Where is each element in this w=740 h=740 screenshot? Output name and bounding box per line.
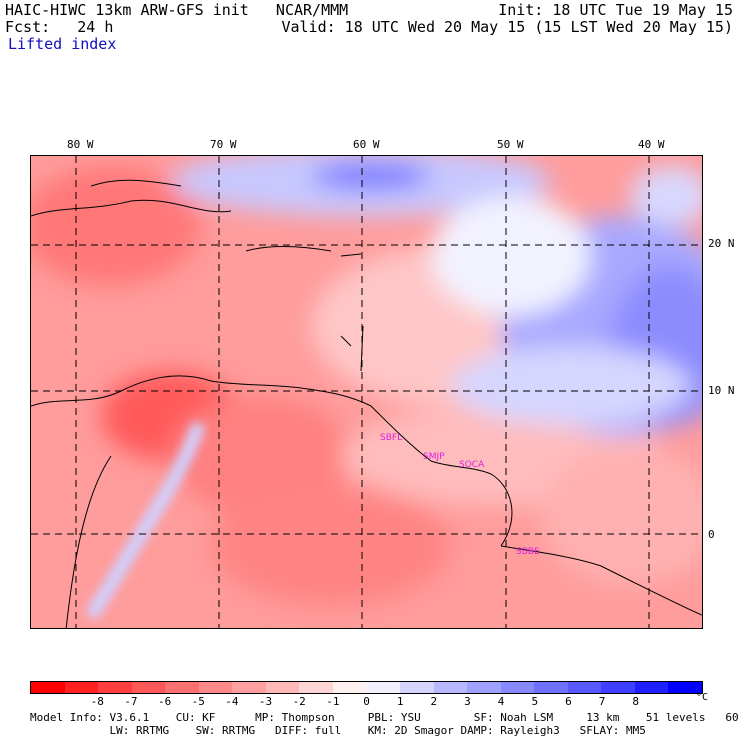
colorbar-label: 2	[430, 695, 438, 708]
colorbar-label: -6	[157, 695, 172, 708]
colorbar-swatch-10	[366, 682, 401, 693]
colorbar-label: 8	[632, 695, 639, 708]
colorbar-swatch-3	[131, 682, 166, 693]
lon-tick-70w: 70 W	[210, 138, 237, 151]
colorbar-swatch-9	[332, 682, 367, 693]
colorbar-swatch-0	[31, 682, 65, 693]
lon-tick-50w: 50 W	[497, 138, 524, 151]
colorbar-label: -7	[124, 695, 138, 708]
lon-tick-40w: 40 W	[638, 138, 665, 151]
colorbar-swatch-2	[98, 682, 132, 693]
colorbar-label: -3	[258, 695, 273, 708]
colorbar-swatch-1	[64, 682, 99, 693]
map-canvas	[31, 156, 702, 628]
model-title: HAIC-HIWC 13km ARW-GFS init NCAR/MMM	[5, 1, 349, 19]
colorbar-label: 1	[396, 695, 404, 708]
lat-tick-10n: 10 N	[708, 384, 735, 397]
colorbar-swatch-7	[265, 682, 300, 693]
colorbar-swatch-14	[500, 682, 535, 693]
colorbar-swatch-4	[165, 682, 199, 693]
colorbar-unit: °C	[696, 692, 709, 703]
colorbar-swatch-5	[198, 682, 233, 693]
station-label-sbfl: SBFL	[380, 433, 403, 443]
colorbar-swatch-8	[299, 682, 333, 693]
lifted-index-map	[30, 155, 703, 629]
model-info-line-2: LW: RRTMG SW: RRTMG DIFF: full KM: 2D Sm…	[30, 724, 646, 737]
lon-tick-80w: 80 W	[67, 138, 94, 151]
lat-tick-20n: 20 N	[708, 237, 735, 250]
colorbar-swatch-6	[232, 682, 266, 693]
lat-lon-grid	[31, 156, 702, 628]
forecast-hour: Fcst: 24 h	[5, 18, 114, 36]
colorbar-swatch-12	[433, 682, 468, 693]
field-shading	[31, 156, 702, 606]
colorbar-label: -8	[90, 695, 104, 708]
lat-tick-0: 0	[708, 528, 715, 541]
colorbar-swatch-18	[634, 682, 669, 693]
colorbar-label: 6	[565, 695, 572, 708]
field-name: Lifted index	[8, 35, 117, 53]
colorbar-label: -4	[225, 695, 239, 708]
valid-time: Valid: 18 UTC Wed 20 May 15 (15 LST Wed …	[281, 18, 733, 36]
colorbar	[30, 681, 703, 694]
lon-tick-60w: 60 W	[353, 138, 380, 151]
colorbar-label: 4	[497, 695, 505, 708]
colorbar-label: 5	[531, 695, 539, 708]
init-time: Init: 18 UTC Tue 19 May 15	[498, 1, 733, 19]
colorbar-label: 7	[598, 695, 606, 708]
colorbar-swatch-19	[668, 682, 702, 693]
colorbar-label: -1	[326, 695, 340, 708]
colorbar-swatch-17	[601, 682, 635, 693]
colorbar-swatch-15	[534, 682, 568, 693]
colorbar-swatch-16	[567, 682, 602, 693]
colorbar-swatch-13	[467, 682, 501, 693]
model-info-line-1: Model Info: V3.6.1 CU: KF MP: Thompson P…	[30, 711, 740, 724]
station-label-smjp: SMJP	[423, 452, 445, 462]
colorbar-label: 0	[363, 695, 370, 708]
station-label-sbbe: SBBE	[516, 547, 540, 557]
colorbar-label: 3	[464, 695, 471, 708]
colorbar-label: -5	[191, 695, 205, 708]
andes-stable-band	[85, 421, 206, 620]
station-label-soca: SOCA	[459, 460, 485, 470]
colorbar-swatch-11	[400, 682, 434, 693]
colorbar-label: -2	[292, 695, 306, 708]
